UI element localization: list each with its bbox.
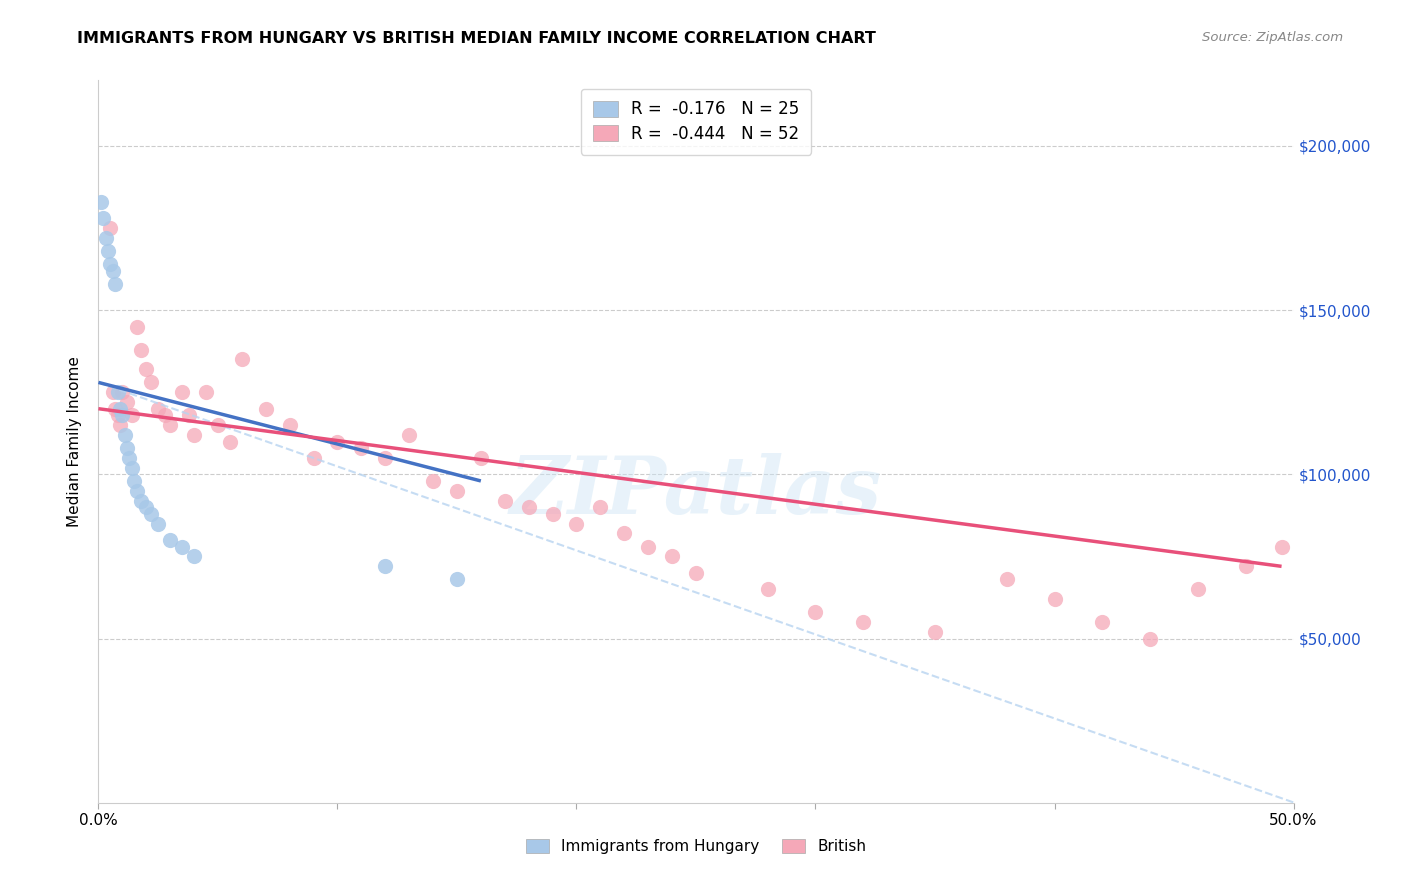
Point: [148, 401, 170, 416]
Point: [159, 418, 181, 433]
Point: [179, 409, 201, 423]
Point: [101, 385, 124, 400]
Point: [350, 441, 373, 455]
Point: [121, 409, 143, 423]
Point: [613, 526, 636, 541]
Point: [1271, 540, 1294, 554]
Point: [111, 385, 134, 400]
Point: [195, 385, 218, 400]
Point: [98, 257, 122, 271]
Point: [1187, 582, 1209, 597]
Text: Source: ZipAtlas.com: Source: ZipAtlas.com: [1202, 31, 1343, 45]
Point: [104, 277, 127, 291]
Point: [155, 409, 177, 423]
Legend: Immigrants from Hungary, British: Immigrants from Hungary, British: [520, 832, 872, 860]
Point: [685, 566, 707, 580]
Point: [121, 460, 143, 475]
Point: [131, 493, 153, 508]
Point: [115, 441, 138, 455]
Point: [135, 362, 157, 376]
Point: [107, 385, 129, 400]
Point: [302, 450, 325, 465]
Point: [107, 409, 129, 423]
Point: [637, 540, 659, 554]
Point: [422, 474, 444, 488]
Y-axis label: Median Family Income: Median Family Income: [67, 356, 83, 527]
Point: [108, 418, 131, 433]
Point: [756, 582, 779, 597]
Point: [91, 211, 114, 226]
Point: [1139, 632, 1161, 646]
Point: [124, 474, 146, 488]
Point: [115, 395, 138, 409]
Point: [494, 493, 516, 508]
Point: [446, 483, 468, 498]
Point: [125, 319, 148, 334]
Point: [108, 401, 131, 416]
Point: [219, 434, 242, 449]
Point: [183, 549, 205, 564]
Point: [804, 605, 827, 619]
Point: [1234, 559, 1257, 574]
Point: [374, 559, 396, 574]
Point: [172, 385, 194, 400]
Point: [148, 516, 170, 531]
Point: [589, 500, 612, 515]
Point: [90, 194, 112, 209]
Point: [1043, 592, 1066, 607]
Point: [183, 428, 205, 442]
Point: [398, 428, 420, 442]
Point: [254, 401, 277, 416]
Point: [131, 343, 153, 357]
Point: [135, 500, 157, 515]
Text: ZIPatlas: ZIPatlas: [510, 453, 882, 531]
Point: [852, 615, 875, 630]
Point: [114, 428, 136, 442]
Point: [470, 450, 492, 465]
Point: [924, 625, 946, 640]
Point: [541, 507, 564, 521]
Point: [94, 231, 117, 245]
Point: [139, 507, 162, 521]
Point: [517, 500, 540, 515]
Point: [374, 450, 396, 465]
Point: [111, 409, 134, 423]
Text: IMMIGRANTS FROM HUNGARY VS BRITISH MEDIAN FAMILY INCOME CORRELATION CHART: IMMIGRANTS FROM HUNGARY VS BRITISH MEDIA…: [77, 31, 876, 46]
Point: [995, 573, 1018, 587]
Point: [565, 516, 588, 531]
Point: [231, 352, 253, 367]
Point: [326, 434, 349, 449]
Point: [118, 450, 141, 465]
Point: [172, 540, 194, 554]
Point: [159, 533, 181, 547]
Point: [446, 573, 468, 587]
Point: [278, 418, 301, 433]
Point: [661, 549, 683, 564]
Point: [1091, 615, 1114, 630]
Point: [207, 418, 229, 433]
Point: [97, 244, 120, 258]
Point: [101, 264, 124, 278]
Point: [139, 376, 162, 390]
Point: [98, 221, 122, 235]
Point: [104, 401, 127, 416]
Point: [125, 483, 148, 498]
